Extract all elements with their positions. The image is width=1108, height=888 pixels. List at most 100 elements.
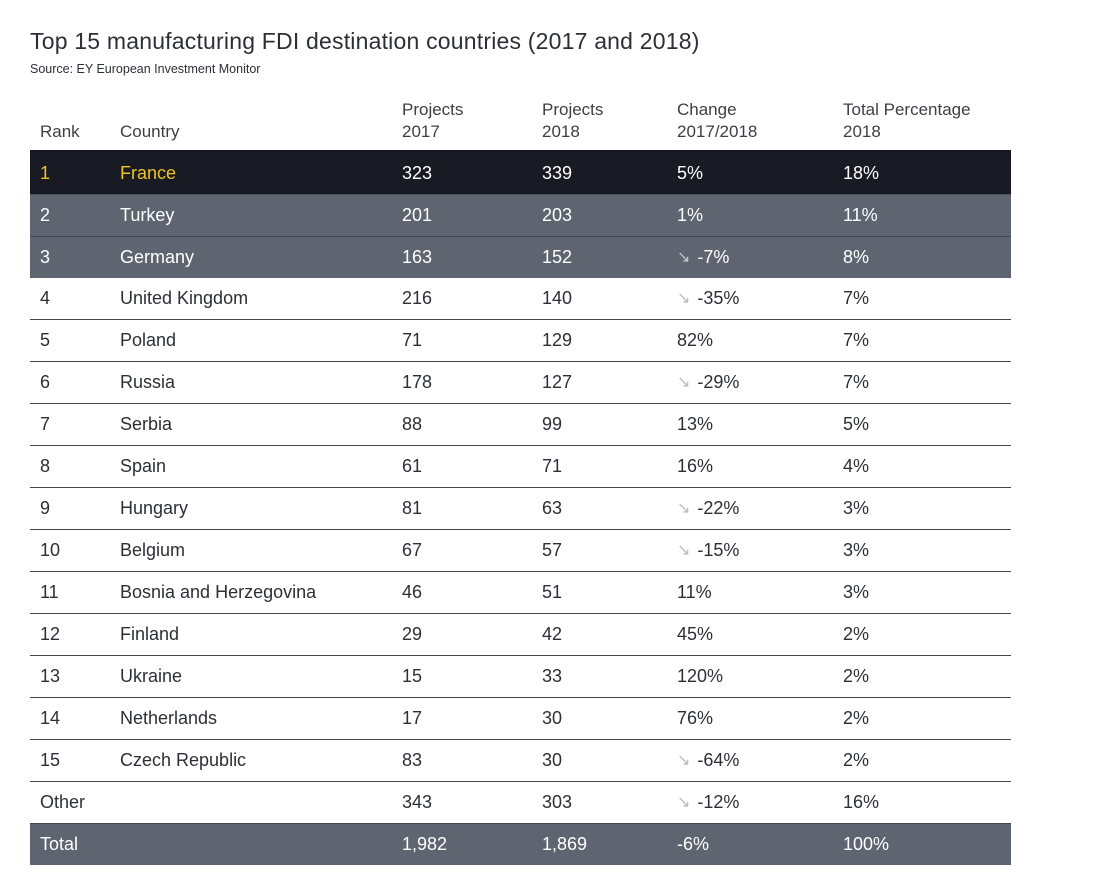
rank-cell: Total bbox=[30, 823, 120, 865]
total-percentage-cell: 2% bbox=[843, 697, 1011, 740]
total-percentage-cell: 7% bbox=[843, 361, 1011, 404]
change-value: 120% bbox=[677, 666, 724, 686]
total-percentage-cell: 100% bbox=[843, 823, 1011, 865]
rank-cell: 1 bbox=[30, 151, 120, 195]
total-percentage-cell: 16% bbox=[843, 781, 1011, 824]
table-row-poland: 5 Poland 71 129 82% 7% bbox=[30, 319, 1011, 362]
projects-2018-cell: 30 bbox=[542, 697, 677, 740]
rank-cell: Other bbox=[30, 781, 120, 824]
rank-cell: 4 bbox=[30, 278, 120, 320]
rank-cell: 3 bbox=[30, 236, 120, 278]
col-header-total-percentage: Total Percentage 2018 bbox=[843, 99, 1011, 153]
table-row-serbia: 7 Serbia 88 99 13% 5% bbox=[30, 403, 1011, 446]
total-percentage-cell: 7% bbox=[843, 278, 1011, 320]
table-row-united-kingdom: 4 United Kingdom 216 140 ↘ -35% 7% bbox=[30, 278, 1011, 320]
country-cell: Turkey bbox=[120, 194, 402, 237]
change-cell: ↘ -7% bbox=[677, 236, 843, 278]
change-value: -12% bbox=[697, 792, 740, 812]
country-cell bbox=[120, 823, 402, 865]
rank-cell: 10 bbox=[30, 529, 120, 572]
table-row-netherlands: 14 Netherlands 17 30 76% 2% bbox=[30, 697, 1011, 740]
projects-2018-cell: 203 bbox=[542, 194, 677, 237]
projects-2017-cell: 1,982 bbox=[402, 823, 542, 865]
country-cell: France bbox=[120, 151, 402, 195]
change-cell: -6% bbox=[677, 823, 843, 865]
country-cell: United Kingdom bbox=[120, 278, 402, 320]
projects-2017-cell: 46 bbox=[402, 571, 542, 614]
table-row-finland: 12 Finland 29 42 45% 2% bbox=[30, 613, 1011, 656]
total-percentage-cell: 2% bbox=[843, 739, 1011, 782]
projects-2018-cell: 127 bbox=[542, 361, 677, 404]
page: Top 15 manufacturing FDI destination cou… bbox=[30, 28, 1011, 865]
country-cell: Poland bbox=[120, 319, 402, 362]
table-body: 1 France 323 339 5% 18% 2 Turkey 201 203… bbox=[30, 151, 1011, 865]
country-cell bbox=[120, 781, 402, 824]
change-cell: 13% bbox=[677, 403, 843, 446]
projects-2018-cell: 51 bbox=[542, 571, 677, 614]
projects-2017-cell: 83 bbox=[402, 739, 542, 782]
total-percentage-cell: 7% bbox=[843, 319, 1011, 362]
col-header-projects-2017: Projects 2017 bbox=[402, 99, 542, 153]
total-percentage-cell: 5% bbox=[843, 403, 1011, 446]
projects-2018-cell: 57 bbox=[542, 529, 677, 572]
rank-cell: 5 bbox=[30, 319, 120, 362]
projects-2017-cell: 71 bbox=[402, 319, 542, 362]
change-value: -29% bbox=[697, 372, 740, 392]
projects-2017-cell: 201 bbox=[402, 194, 542, 237]
projects-2018-cell: 339 bbox=[542, 151, 677, 195]
projects-2018-cell: 42 bbox=[542, 613, 677, 656]
change-value: -64% bbox=[697, 750, 740, 770]
projects-2017-cell: 216 bbox=[402, 278, 542, 320]
table-row-france: 1 France 323 339 5% 18% bbox=[30, 151, 1011, 195]
change-cell: ↘ -35% bbox=[677, 278, 843, 320]
down-right-arrow-icon: ↘ bbox=[677, 249, 691, 266]
change-cell: ↘ -29% bbox=[677, 361, 843, 404]
projects-2017-cell: 17 bbox=[402, 697, 542, 740]
change-value: 5% bbox=[677, 163, 704, 183]
rank-cell: 7 bbox=[30, 403, 120, 446]
change-cell: 76% bbox=[677, 697, 843, 740]
projects-2017-cell: 178 bbox=[402, 361, 542, 404]
table-row-belgium: 10 Belgium 67 57 ↘ -15% 3% bbox=[30, 529, 1011, 572]
projects-2018-cell: 1,869 bbox=[542, 823, 677, 865]
rank-cell: 11 bbox=[30, 571, 120, 614]
table-row-hungary: 9 Hungary 81 63 ↘ -22% 3% bbox=[30, 487, 1011, 530]
projects-2017-cell: 343 bbox=[402, 781, 542, 824]
total-percentage-cell: 11% bbox=[843, 194, 1011, 237]
country-cell: Finland bbox=[120, 613, 402, 656]
change-value: 16% bbox=[677, 456, 714, 476]
total-percentage-cell: 8% bbox=[843, 236, 1011, 278]
table-row-bosnia-and-herzegovina: 11 Bosnia and Herzegovina 46 51 11% 3% bbox=[30, 571, 1011, 614]
change-cell: 16% bbox=[677, 445, 843, 488]
total-percentage-cell: 3% bbox=[843, 529, 1011, 572]
projects-2018-cell: 152 bbox=[542, 236, 677, 278]
country-cell: Czech Republic bbox=[120, 739, 402, 782]
page-title: Top 15 manufacturing FDI destination cou… bbox=[30, 28, 700, 54]
change-value: 11% bbox=[677, 582, 712, 602]
change-value: -15% bbox=[697, 540, 740, 560]
total-percentage-cell: 18% bbox=[843, 151, 1011, 195]
change-cell: ↘ -12% bbox=[677, 781, 843, 824]
down-right-arrow-icon: ↘ bbox=[677, 500, 691, 517]
country-cell: Germany bbox=[120, 236, 402, 278]
table-row-other: Other 343 303 ↘ -12% 16% bbox=[30, 781, 1011, 824]
rank-cell: 9 bbox=[30, 487, 120, 530]
projects-2017-cell: 323 bbox=[402, 151, 542, 195]
table-row-ukraine: 13 Ukraine 15 33 120% 2% bbox=[30, 655, 1011, 698]
total-percentage-cell: 3% bbox=[843, 487, 1011, 530]
down-right-arrow-icon: ↘ bbox=[677, 794, 691, 811]
table-row-germany: 3 Germany 163 152 ↘ -7% 8% bbox=[30, 236, 1011, 278]
table-row-turkey: 2 Turkey 201 203 1% 11% bbox=[30, 194, 1011, 237]
table-header: Rank Country Projects 2017 Projects 2018 C… bbox=[30, 99, 1011, 153]
projects-2018-cell: 140 bbox=[542, 278, 677, 320]
change-value: -22% bbox=[697, 498, 740, 518]
change-value: 1% bbox=[677, 205, 704, 225]
projects-2018-cell: 33 bbox=[542, 655, 677, 698]
change-cell: 1% bbox=[677, 194, 843, 237]
col-header-projects-2018: Projects 2018 bbox=[542, 99, 677, 153]
table-row-czech-republic: 15 Czech Republic 83 30 ↘ -64% 2% bbox=[30, 739, 1011, 782]
rank-cell: 6 bbox=[30, 361, 120, 404]
change-cell: ↘ -22% bbox=[677, 487, 843, 530]
change-cell: 120% bbox=[677, 655, 843, 698]
change-cell: 11% bbox=[677, 571, 843, 614]
